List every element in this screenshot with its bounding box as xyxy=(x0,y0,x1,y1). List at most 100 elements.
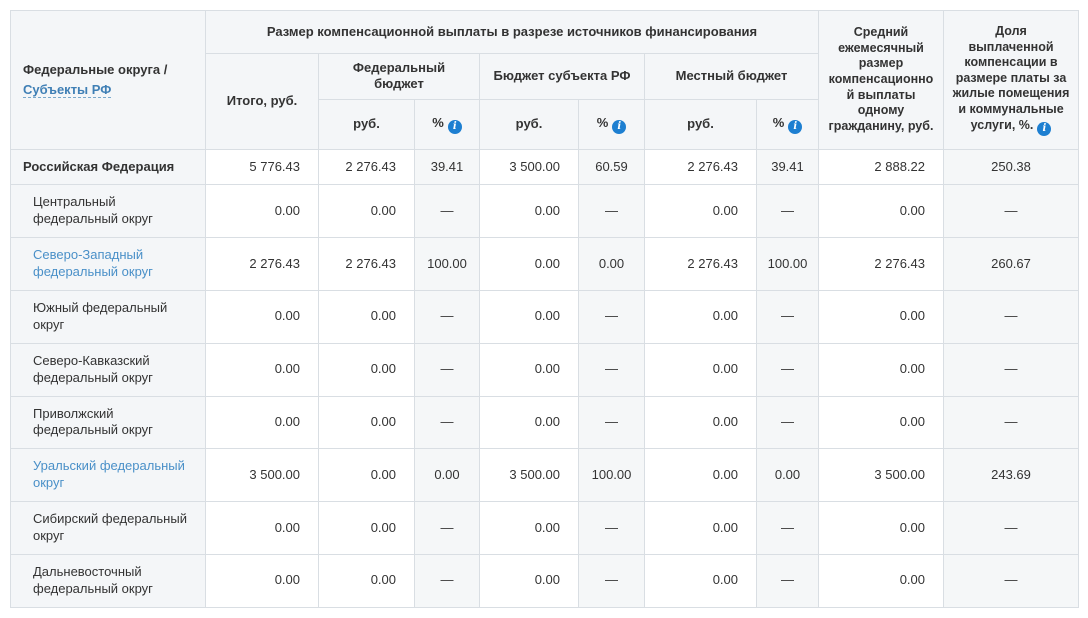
value-cell: 0.00 xyxy=(205,501,319,555)
rub-label: руб. xyxy=(687,115,714,131)
value-cell: 0.00 xyxy=(318,289,415,344)
group-title: Размер компенсационной выплаты в разрезе… xyxy=(266,23,758,39)
value-cell: 3 500.00 xyxy=(818,448,944,503)
rub-label: руб. xyxy=(353,115,380,131)
value-cell: 2 276.43 xyxy=(644,237,757,291)
district-name-cell: Дальневосточный федеральный округ xyxy=(10,553,206,608)
total-label: Итого, руб. xyxy=(226,93,298,109)
value-cell: 5 776.43 xyxy=(205,148,319,186)
value-cell: 2 276.43 xyxy=(318,148,415,186)
info-icon[interactable]: i xyxy=(788,119,803,134)
value-cell: 0.00 xyxy=(479,289,579,344)
value-cell: 0.00 xyxy=(818,184,944,239)
value-cell: 0.00 xyxy=(479,184,579,239)
value-cell: — xyxy=(414,553,480,608)
value-cell: — xyxy=(578,289,645,344)
value-cell: 3 500.00 xyxy=(479,148,579,186)
value-cell: 0.00 xyxy=(205,289,319,344)
value-cell: 250.38 xyxy=(943,148,1079,186)
value-cell: 39.41 xyxy=(414,148,480,186)
value-cell: 0.00 xyxy=(818,342,944,397)
value-cell: — xyxy=(414,184,480,239)
district-link[interactable]: Северо-Западный федеральный округ xyxy=(33,247,153,280)
value-cell: 2 888.22 xyxy=(818,148,944,186)
rub-label: руб. xyxy=(515,115,543,131)
value-cell: 0.00 xyxy=(818,395,944,450)
district-name-cell: Южный федеральный округ xyxy=(10,289,206,344)
value-cell: 3 500.00 xyxy=(479,448,579,503)
share-header-cell: Доля выплаченной компенсации в размере п… xyxy=(943,10,1079,150)
value-cell: 0.00 xyxy=(479,395,579,450)
total-header-cell: Итого, руб. xyxy=(205,53,319,150)
district-name-cell: Северо-Кавказский федеральный округ xyxy=(10,342,206,397)
district-link[interactable]: Уральский федеральный округ xyxy=(33,458,185,491)
value-cell: — xyxy=(756,395,819,450)
federal-pct-header-cell: % i xyxy=(414,98,480,150)
value-cell: — xyxy=(756,184,819,239)
value-cell: 0.00 xyxy=(318,184,415,239)
value-cell: — xyxy=(578,501,645,555)
value-cell: — xyxy=(943,184,1079,239)
avg-monthly-label: Средний ежемесячный размер компенсационн… xyxy=(828,25,934,133)
local-pct-header-cell: % i xyxy=(756,98,819,150)
value-cell: 0.00 xyxy=(318,448,415,503)
value-cell: — xyxy=(756,342,819,397)
district-name-cell: Северо-Западный федеральный округ xyxy=(10,237,206,291)
value-cell: 0.00 xyxy=(756,448,819,503)
share-label: Доля выплаченной компенсации в размере п… xyxy=(952,23,1070,132)
value-cell: 0.00 xyxy=(818,289,944,344)
value-cell: 39.41 xyxy=(756,148,819,186)
value-cell: — xyxy=(414,289,480,344)
compensation-table: Федеральные округа / Субъекты РФ Размер … xyxy=(10,10,1079,608)
subject-budget-header-cell: Бюджет субъекта РФ xyxy=(479,53,645,100)
pct-label: % xyxy=(432,114,444,130)
pct-label: % xyxy=(772,114,785,130)
district-name-cell: Сибирский федеральный округ xyxy=(10,501,206,555)
value-cell: — xyxy=(578,184,645,239)
value-cell: 0.00 xyxy=(479,501,579,555)
table-row: Дальневосточный федеральный округ 0.00 0.0… xyxy=(10,553,1079,608)
value-cell: 0.00 xyxy=(644,342,757,397)
avg-monthly-header-cell: Средний ежемесячный размер компенсационн… xyxy=(818,10,944,150)
table-header: Федеральные округа / Субъекты РФ Размер … xyxy=(10,10,1079,150)
value-cell: 2 276.43 xyxy=(205,237,319,291)
value-cell: 0.00 xyxy=(644,184,757,239)
value-cell: 3 500.00 xyxy=(205,448,319,503)
value-cell: 0.00 xyxy=(318,553,415,608)
value-cell: 0.00 xyxy=(205,553,319,608)
info-icon[interactable]: i xyxy=(1037,121,1052,136)
value-cell: — xyxy=(943,501,1079,555)
value-cell: — xyxy=(414,342,480,397)
value-cell: 0.00 xyxy=(479,342,579,397)
table-row: Северо-Западный федеральный округ 2 276.4… xyxy=(10,237,1079,291)
value-cell: 60.59 xyxy=(578,148,645,186)
value-cell: 0.00 xyxy=(818,501,944,555)
value-cell: 2 276.43 xyxy=(318,237,415,291)
subject-budget-label: Бюджет субъекта РФ xyxy=(493,68,631,84)
value-cell: — xyxy=(943,553,1079,608)
value-cell: — xyxy=(578,395,645,450)
table-row: Северо-Кавказский федеральный округ 0.00 0… xyxy=(10,342,1079,397)
value-cell: — xyxy=(578,342,645,397)
value-cell: 100.00 xyxy=(578,448,645,503)
value-cell: 0.00 xyxy=(578,237,645,291)
pct-label: % xyxy=(596,114,609,130)
value-cell: — xyxy=(756,553,819,608)
subjects-rf-link[interactable]: Субъекты РФ xyxy=(23,81,112,98)
value-cell: 0.00 xyxy=(318,342,415,397)
district-name-cell: Уральский федеральный округ xyxy=(10,448,206,503)
table-row: Центральный федеральный округ 0.00 0.00—0.… xyxy=(10,184,1079,239)
table-row: Южный федеральный округ 0.00 0.00—0.00—0.0… xyxy=(10,289,1079,344)
value-cell: 100.00 xyxy=(414,237,480,291)
info-icon[interactable]: i xyxy=(612,119,627,134)
value-cell: — xyxy=(943,395,1079,450)
table-row: Российская Федерация 5 776.43 2 276.43 39.4… xyxy=(10,148,1079,186)
value-cell: — xyxy=(414,395,480,450)
local-rub-header-cell: руб. xyxy=(644,98,757,150)
local-budget-label: Местный бюджет xyxy=(675,68,788,84)
table-row: Приволжский федеральный округ 0.00 0.00—0.… xyxy=(10,395,1079,450)
value-cell: 0.00 xyxy=(205,184,319,239)
info-icon[interactable]: i xyxy=(447,119,462,134)
subject-rub-header-cell: руб. xyxy=(479,98,579,150)
